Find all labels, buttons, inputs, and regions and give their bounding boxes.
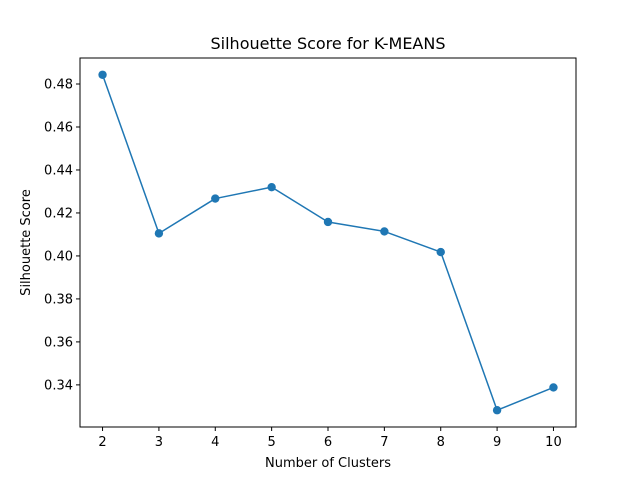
data-point xyxy=(549,383,558,392)
x-tick-label: 10 xyxy=(545,435,562,450)
data-point xyxy=(323,217,333,227)
chart-title: Silhouette Score for K-MEANS xyxy=(211,34,446,53)
x-tick-label: 6 xyxy=(324,435,332,450)
data-point xyxy=(267,182,276,192)
y-tick-label: 0.42 xyxy=(44,206,73,221)
y-tick-label: 0.34 xyxy=(44,378,73,393)
data-point xyxy=(436,247,445,257)
x-tick-label: 3 xyxy=(155,435,163,450)
data-point xyxy=(380,227,389,236)
y-tick-label: 0.44 xyxy=(44,163,73,178)
y-tick-label: 0.48 xyxy=(44,78,73,93)
x-tick-label: 2 xyxy=(98,435,106,450)
plot-area xyxy=(98,70,558,415)
data-point xyxy=(98,70,107,79)
y-tick-label: 0.46 xyxy=(44,120,73,135)
x-tick-label: 5 xyxy=(267,435,275,450)
data-point xyxy=(154,229,164,238)
y-tick-label: 0.36 xyxy=(44,335,73,350)
x-axis-label: Number of Clusters xyxy=(265,456,391,471)
x-tick-label: 7 xyxy=(380,435,388,450)
y-axis-label: Silhouette Score xyxy=(19,189,34,296)
x-tick-label: 8 xyxy=(437,435,445,450)
data-point xyxy=(492,406,502,415)
x-tick-label: 4 xyxy=(211,435,219,450)
y-tick-label: 0.40 xyxy=(44,249,73,264)
y-tick-label: 0.38 xyxy=(44,292,73,307)
x-tick-label: 9 xyxy=(493,435,501,450)
data-point xyxy=(211,194,220,203)
